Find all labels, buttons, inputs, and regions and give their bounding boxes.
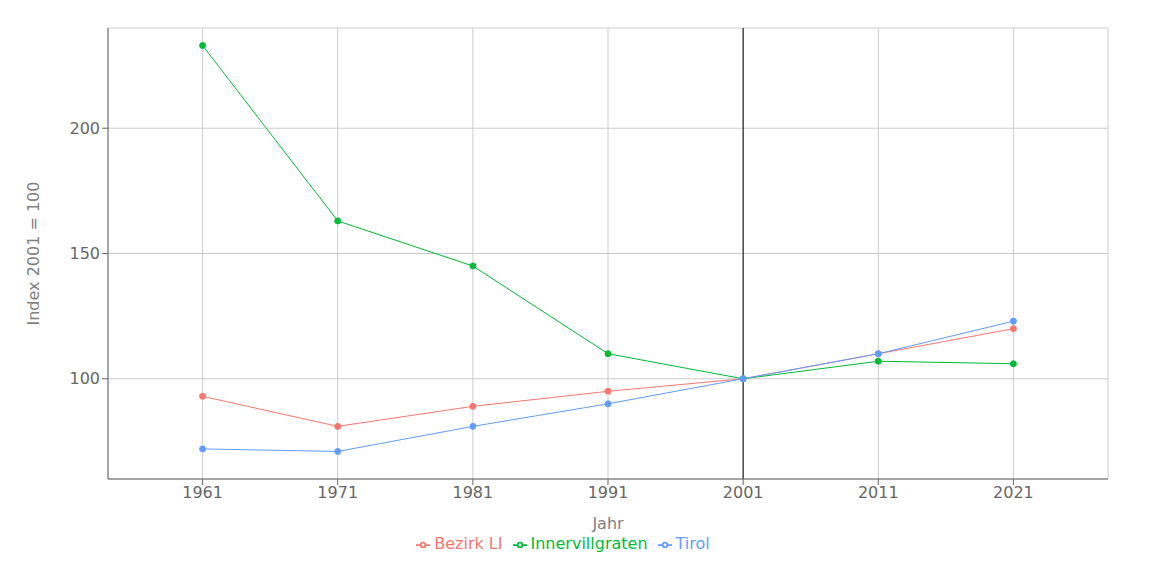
svg-text:2021: 2021 [993, 483, 1034, 502]
svg-text:150: 150 [69, 244, 100, 263]
svg-text:1961: 1961 [182, 483, 223, 502]
svg-text:1981: 1981 [453, 483, 494, 502]
svg-text:2001: 2001 [723, 483, 764, 502]
svg-text:2011: 2011 [858, 483, 899, 502]
svg-text:100: 100 [69, 369, 100, 388]
html-text:Innervillgraten: Innervillgraten [530, 534, 648, 553]
svg-text:1991: 1991 [588, 483, 629, 502]
svg-text:1971: 1971 [317, 483, 358, 502]
html-text:Bezirk LI: Bezirk LI [434, 534, 503, 553]
svg-text:Index 2001 = 100: Index 2001 = 100 [24, 182, 43, 326]
svg-text:200: 200 [69, 119, 100, 138]
svg-text:Jahr: Jahr [591, 514, 624, 533]
html-text:Tirol: Tirol [675, 534, 710, 553]
